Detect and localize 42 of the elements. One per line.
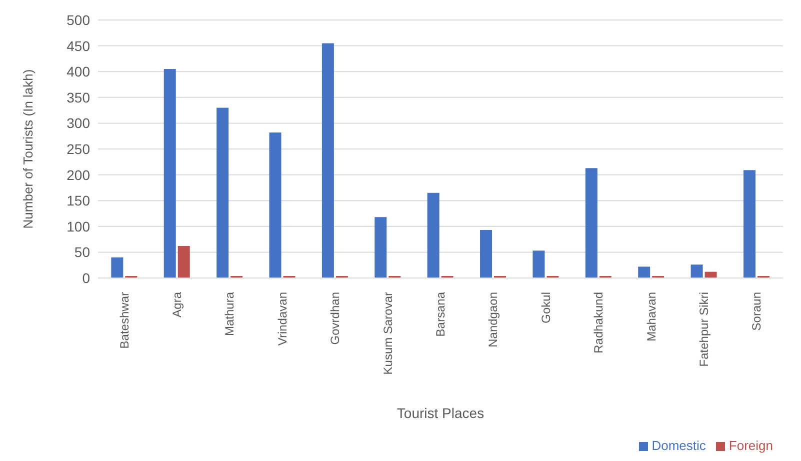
bar [532, 250, 545, 278]
bar [690, 264, 703, 278]
x-tick-label: Barsana [434, 292, 448, 337]
y-tick-label: 500 [66, 12, 90, 28]
y-tick-label: 100 [66, 218, 90, 234]
bar [638, 266, 650, 278]
y-tick-label: 50 [74, 244, 90, 260]
x-tick-label: Govrdhan [328, 292, 342, 345]
y-tick-label: 250 [66, 140, 90, 157]
bar [374, 217, 387, 278]
x-tick-label: Kusum Sarovar [380, 292, 395, 375]
x-tick-label: Gokul [538, 292, 553, 324]
bar [111, 257, 124, 278]
x-tick-label: Nandgaon [486, 292, 500, 348]
x-tick-label: Soraun [750, 292, 764, 331]
y-axis-title: Number of Tourists (In lakh) [20, 69, 36, 229]
legend-label: Domestic [652, 438, 706, 453]
y-tick-label: 150 [66, 192, 90, 209]
bar [269, 132, 282, 278]
y-tick-label: 0 [82, 270, 90, 286]
bar [164, 69, 176, 278]
x-tick-label: Fatehpur Sikri [696, 292, 711, 367]
y-tick-label: 300 [66, 115, 90, 132]
x-tick-label: Vrindavan [275, 292, 290, 346]
x-tick-label: Bateshwar [117, 292, 132, 349]
bar [743, 170, 756, 278]
x-tick-label: Radhakund [592, 292, 606, 354]
bar [427, 192, 440, 278]
legend-label: Foreign [728, 438, 773, 453]
x-tick-label: Mahavan [644, 292, 658, 342]
y-tick-label: 200 [66, 166, 90, 183]
y-tick-label: 400 [66, 64, 90, 80]
y-tick-label: 350 [66, 89, 90, 106]
x-axis-title: Tourist Places [396, 405, 484, 421]
bar [480, 230, 492, 278]
bar [322, 43, 334, 278]
bar [585, 168, 598, 278]
x-tick-label: Mathura [222, 292, 237, 336]
bar [216, 108, 229, 278]
x-tick-label: Agra [170, 292, 184, 318]
y-tick-label: 450 [66, 38, 90, 54]
bar [178, 246, 190, 278]
